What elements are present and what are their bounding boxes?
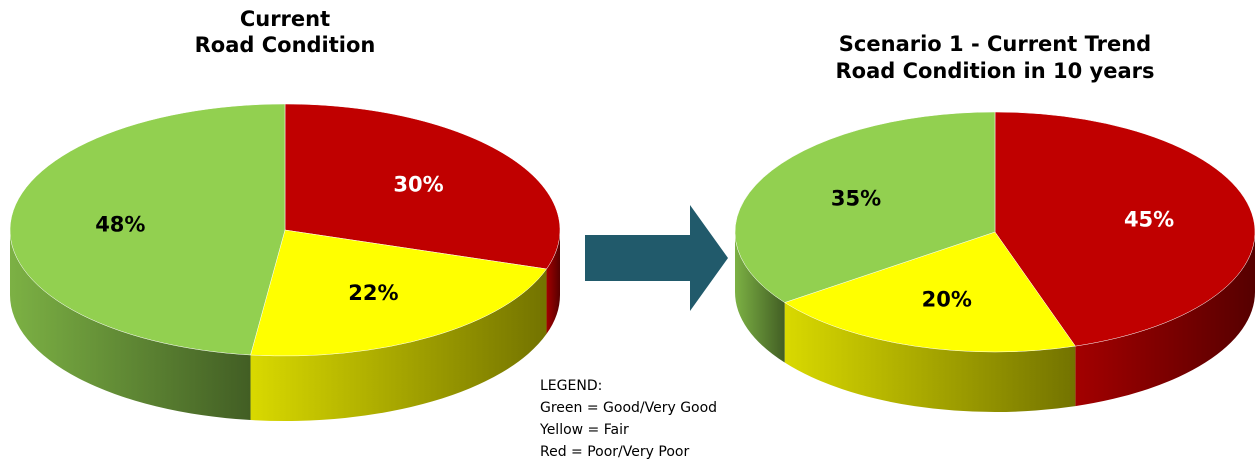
arrow (585, 205, 728, 311)
slice (250, 229, 547, 357)
chart-title: Scenario 1 - Current Trend (839, 32, 1151, 56)
legend-title: LEGEND: (540, 378, 602, 394)
legend-line: Red = Poor/Very Poor (540, 444, 689, 460)
slice (784, 231, 1076, 353)
data-label: 30% (393, 173, 443, 197)
slice-side (10, 230, 251, 421)
slice-side (784, 302, 1076, 413)
data-label: 20% (922, 287, 972, 311)
slice (284, 103, 561, 270)
legend-line: Green = Good/Very Good (540, 400, 717, 416)
legend-line: Yellow = Fair (539, 422, 629, 438)
data-label: 48% (95, 212, 145, 236)
chart-title: Road Condition in 10 years (835, 59, 1154, 83)
slice (9, 103, 286, 356)
data-label: 35% (831, 186, 881, 210)
data-label: 45% (1124, 208, 1174, 232)
chart-title: Current (240, 7, 330, 31)
pies: 30% 22% 48% 45% 20% 35% (9, 103, 1256, 421)
slice (734, 111, 996, 303)
slice (994, 111, 1256, 347)
slice-side (546, 230, 560, 334)
slice-side (735, 232, 785, 363)
data-label: 22% (348, 281, 398, 305)
chart-title: Road Condition (195, 33, 376, 57)
slice-side (1075, 232, 1255, 407)
